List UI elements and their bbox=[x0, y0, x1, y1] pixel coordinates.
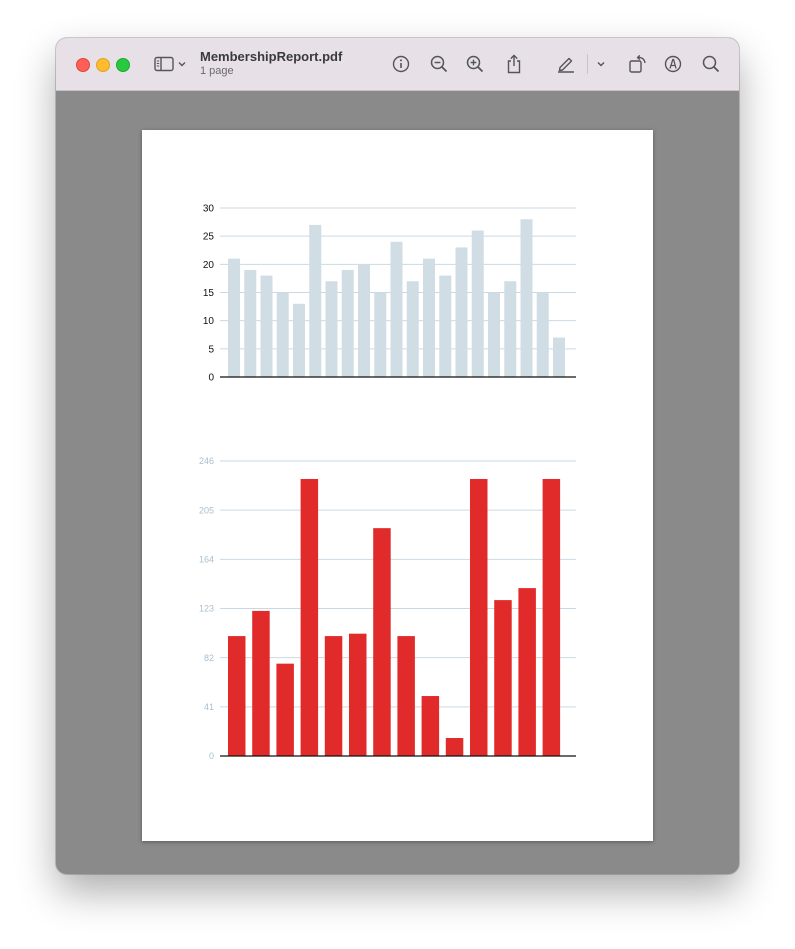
chart2-bar bbox=[252, 610, 270, 756]
chart1-bar bbox=[358, 264, 370, 377]
zoom-in-button[interactable] bbox=[464, 51, 486, 77]
chart1-bar bbox=[374, 292, 387, 377]
chart2-bar bbox=[470, 478, 488, 756]
chart1-bar bbox=[406, 281, 419, 377]
markup-button[interactable] bbox=[555, 51, 577, 77]
chart2-y-tick-label: 123 bbox=[199, 604, 214, 614]
chart2-bar bbox=[494, 600, 512, 756]
sidebar-icon bbox=[154, 56, 174, 72]
document-title: MembershipReport.pdf bbox=[200, 49, 343, 64]
chart1-bar bbox=[439, 275, 452, 377]
chart2-bar bbox=[421, 696, 440, 756]
page-count-label: 1 page bbox=[200, 65, 234, 77]
chart2-y-tick-label: 82 bbox=[204, 653, 214, 663]
chart1-bar bbox=[455, 247, 468, 377]
chart1-bar bbox=[309, 224, 322, 377]
chart2-bar bbox=[324, 636, 343, 756]
bar-chart-1: 0 5 10 15 20 25 30 0 41 82 123 164 205 246 bbox=[199, 204, 576, 761]
preview-window: MembershipReport.pdf 1 page bbox=[56, 38, 739, 874]
chart1-bar bbox=[520, 219, 533, 377]
minimize-button[interactable] bbox=[96, 58, 110, 72]
chart1-y-tick-label: 25 bbox=[203, 232, 215, 243]
chart2-y-tick-label: 246 bbox=[199, 456, 214, 466]
chart1-y-tick-label: 30 bbox=[203, 204, 215, 215]
chart2-bar bbox=[373, 528, 391, 756]
search-button[interactable] bbox=[700, 51, 722, 77]
sidebar-toggle-button[interactable] bbox=[152, 51, 188, 77]
chart2-y-tick-label: 164 bbox=[199, 554, 214, 564]
chart1-y-tick-label: 5 bbox=[208, 344, 214, 355]
chart1-y-tick-label: 10 bbox=[203, 316, 215, 327]
chevron-down-icon bbox=[178, 61, 186, 67]
toolbar-divider bbox=[587, 54, 588, 74]
zoom-out-icon bbox=[430, 55, 448, 73]
info-icon bbox=[392, 55, 410, 73]
chart1-y-tick-label: 0 bbox=[208, 373, 214, 384]
pdf-page: 0 5 10 15 20 25 30 0 41 82 123 164 205 246 bbox=[142, 130, 653, 841]
rotate-button[interactable] bbox=[627, 51, 649, 77]
chart2-y-tick-label: 205 bbox=[199, 505, 214, 515]
info-button[interactable] bbox=[390, 51, 412, 77]
search-icon bbox=[702, 55, 720, 73]
annotate-icon bbox=[664, 55, 682, 73]
chart2-bar bbox=[445, 738, 464, 756]
chart2-bar bbox=[228, 636, 246, 756]
chart1-bar bbox=[325, 281, 338, 377]
markup-menu-button[interactable] bbox=[594, 51, 608, 77]
rotate-icon bbox=[628, 54, 648, 74]
title-bar: MembershipReport.pdf 1 page bbox=[56, 38, 739, 91]
chart2-bar bbox=[397, 636, 415, 756]
markup-pen-icon bbox=[556, 55, 576, 73]
chart1-bar bbox=[471, 230, 484, 377]
chevron-down-icon bbox=[597, 61, 605, 67]
document-canvas[interactable]: 0 5 10 15 20 25 30 0 41 82 123 164 205 246 bbox=[56, 91, 739, 874]
chart1-bar bbox=[228, 258, 240, 377]
chart2-bar bbox=[542, 478, 561, 756]
chart2-bar bbox=[300, 478, 319, 756]
share-icon bbox=[505, 54, 523, 74]
chart2-y-tick-label: 0 bbox=[209, 751, 214, 761]
chart2-bar bbox=[349, 633, 367, 756]
chart1-bar bbox=[423, 258, 435, 377]
close-button[interactable] bbox=[76, 58, 90, 72]
zoom-out-button[interactable] bbox=[428, 51, 450, 77]
chart1-bar bbox=[488, 292, 500, 377]
share-button[interactable] bbox=[503, 51, 525, 77]
chart1-bar bbox=[390, 241, 403, 377]
chart1-y-tick-label: 15 bbox=[203, 288, 215, 299]
zoom-button[interactable] bbox=[116, 58, 130, 72]
chart2-y-tick-label: 41 bbox=[204, 702, 214, 712]
chart1-bar bbox=[293, 303, 305, 377]
chart1-bar bbox=[244, 269, 257, 377]
chart1-bar bbox=[341, 269, 354, 377]
chart1-bar bbox=[553, 337, 565, 377]
document-title-block: MembershipReport.pdf 1 page bbox=[200, 49, 342, 78]
chart2-bar bbox=[518, 588, 536, 756]
zoom-in-icon bbox=[466, 55, 484, 73]
annotate-button[interactable] bbox=[662, 51, 684, 77]
chart1-y-tick-label: 20 bbox=[203, 260, 215, 271]
chart1-bar bbox=[536, 292, 549, 377]
chart2-bar bbox=[276, 663, 294, 756]
chart1-bar bbox=[260, 275, 273, 377]
chart1-bar bbox=[276, 292, 289, 377]
chart1-bar bbox=[504, 281, 517, 377]
